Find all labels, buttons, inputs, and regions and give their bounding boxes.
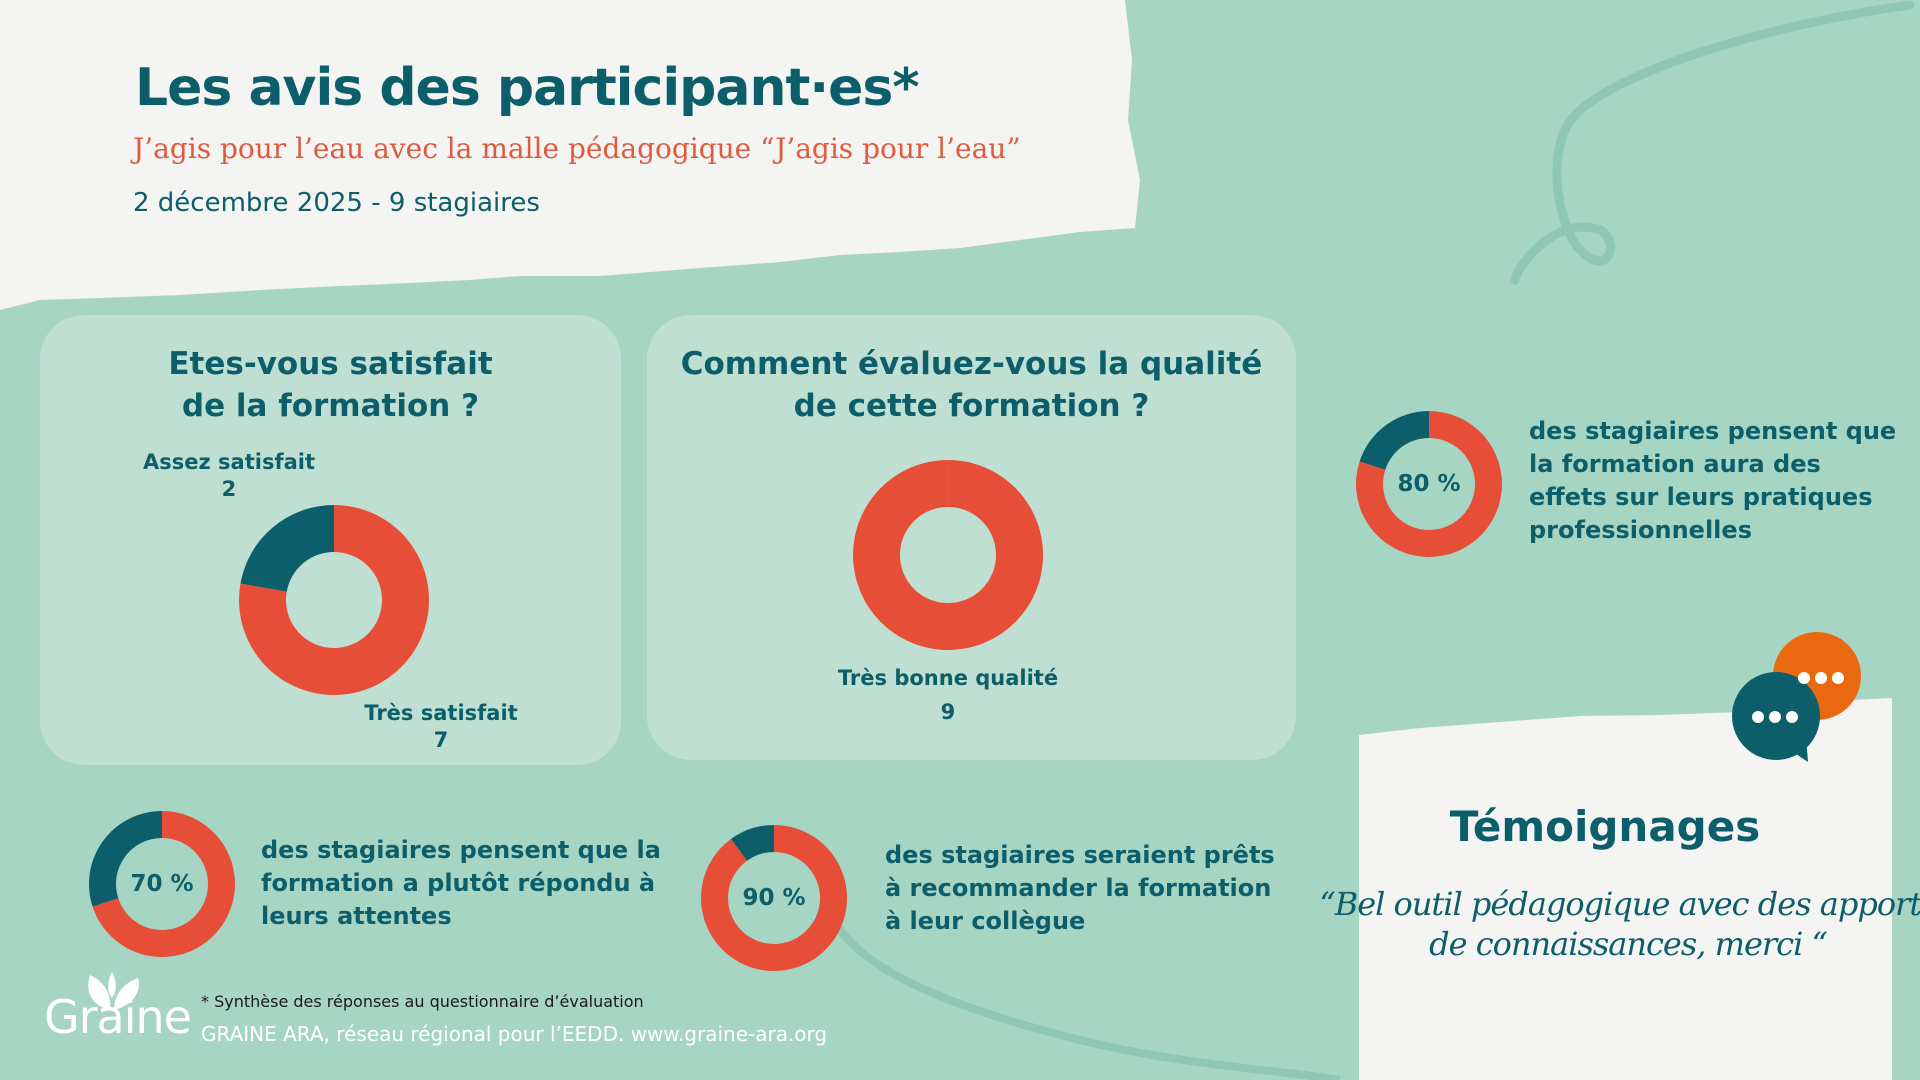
testimonial-paper <box>1359 698 1892 1080</box>
quality-question: Comment évaluez-vous la qualité de cette… <box>647 343 1296 427</box>
quote-line: “Bel outil pédagogique avec des apports <box>1319 885 1920 923</box>
donut-slice <box>238 505 429 696</box>
stat-percent-80: 80 % <box>1397 471 1461 497</box>
slice-name: Très satisfait <box>364 701 518 725</box>
stat-ring-rest <box>88 811 162 907</box>
slice-value: 7 <box>433 728 449 752</box>
stat-line: formation a plutôt répondu à <box>261 869 656 897</box>
stat-line: des stagiaires pensent que la <box>261 836 661 864</box>
slice-label-tres-bonne-qualite: Très bonne qualité 9 <box>838 661 1058 729</box>
graine-leaf-icon <box>88 972 139 1010</box>
stat-ring-fill <box>1356 411 1503 557</box>
question-line: Comment évaluez-vous la qualité <box>680 346 1263 382</box>
stat-line: des stagiaires pensent que <box>1529 417 1897 445</box>
testimonials-title: Témoignages <box>1449 802 1761 851</box>
stat-line: à recommander la formation <box>885 874 1272 902</box>
stat-line: leurs attentes <box>261 902 452 930</box>
footer-credit[interactable]: GRAINE ARA, réseau régional pour l’EEDD.… <box>201 1022 828 1046</box>
graine-logo: Graine <box>44 990 192 1044</box>
stat-text-attentes: des stagiaires pensent que la formation a… <box>261 834 661 933</box>
speech-bubbles-icon <box>1732 632 1861 762</box>
stat-line: effets sur leurs pratiques <box>1529 483 1873 511</box>
stat-line: professionnelles <box>1529 516 1752 544</box>
stat-text-recommander: des stagiaires seraient prêts à recommand… <box>885 839 1275 938</box>
decorative-curve <box>1510 0 1915 285</box>
question-line: de la formation ? <box>181 388 480 424</box>
slice-label-tres-satisfait: Très satisfait 7 <box>364 700 517 754</box>
quality-card <box>647 315 1296 760</box>
stat-ring-rest <box>731 825 774 861</box>
slice-name: Assez satisfait <box>143 450 315 474</box>
testimonial-quote: “Bel outil pédagogique avec des apports … <box>1319 884 1920 964</box>
donut-slice <box>853 459 1044 650</box>
slice-name: Très bonne qualité <box>837 666 1059 690</box>
question-line: de cette formation ? <box>793 388 1150 424</box>
session-date: 2 décembre 2025 - 9 stagiaires <box>133 188 540 218</box>
header-paper <box>0 0 1140 310</box>
stat-ring-fill <box>92 811 235 957</box>
stat-percent-70: 70 % <box>130 871 194 897</box>
decorative-curve <box>826 908 1341 1080</box>
stat-ring-rest <box>1359 411 1429 470</box>
stat-ring-fill <box>700 825 848 971</box>
satisfaction-question: Etes-vous satisfait de la formation ? <box>40 343 621 427</box>
stat-line: la formation aura des <box>1529 450 1821 478</box>
page-title: Les avis des participant·es* <box>135 58 920 118</box>
quote-line: de connaissances, merci “ <box>1429 925 1828 963</box>
slice-value: 2 <box>221 477 237 501</box>
stat-text-pratiques: des stagiaires pensent que la formation a… <box>1529 415 1896 547</box>
stat-line: à leur collègue <box>885 907 1086 935</box>
donut-slice <box>240 505 334 592</box>
footnote: * Synthèse des réponses au questionnaire… <box>201 992 644 1011</box>
page-subtitle: J’agis pour l’eau avec la malle pédagogi… <box>133 132 1021 165</box>
question-line: Etes-vous satisfait <box>168 346 493 382</box>
slice-label-assez-satisfait: Assez satisfait 2 <box>143 449 315 503</box>
stat-percent-90: 90 % <box>742 885 806 911</box>
slice-value: 9 <box>940 700 956 724</box>
stat-line: des stagiaires seraient prêts <box>885 841 1275 869</box>
